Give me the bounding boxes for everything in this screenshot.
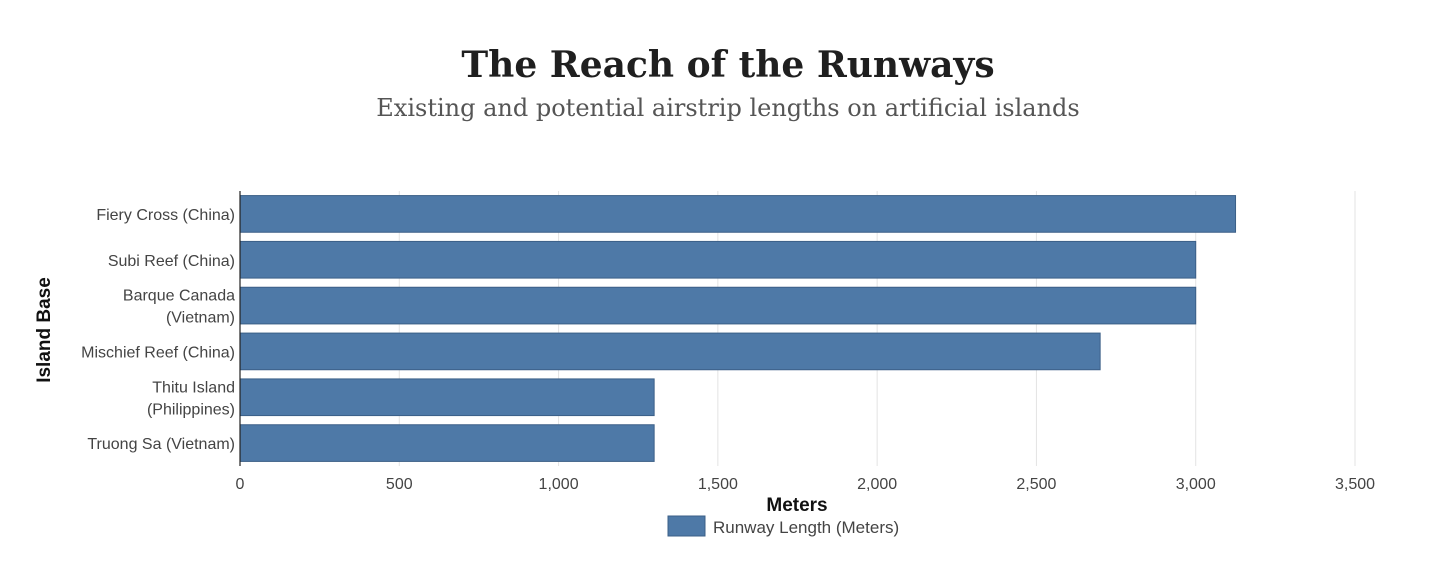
x-tick-label: 2,500 [1016, 476, 1056, 493]
y-tick-label: Thitu Island [152, 379, 235, 396]
x-tick-label: 3,000 [1176, 476, 1216, 493]
y-tick-label: Mischief Reef (China) [81, 344, 235, 361]
legend-swatch [667, 515, 706, 537]
x-axis-title: Meters [766, 495, 827, 516]
y-tick-label: Fiery Cross (China) [96, 207, 235, 224]
labels: 0 500 1,000 1,500 2,000 2,500 3,000 3,500 Fiery … [81, 207, 1375, 493]
chart-subtitle: Existing and potential airstrip lengths … [376, 94, 1080, 122]
bars [239, 195, 1237, 462]
chart-title: The Reach of the Runways [461, 44, 995, 86]
x-tick-label: 2,000 [857, 476, 897, 493]
y-tick-label: (Vietnam) [166, 310, 235, 327]
gridlines [398, 191, 1356, 466]
bar [239, 240, 1197, 279]
y-tick-label: (Philippines) [147, 401, 235, 418]
x-tick-label: 1,500 [698, 476, 738, 493]
legend-label: Runway Length (Meters) [713, 518, 899, 537]
x-tick-label: 500 [386, 476, 413, 493]
bar [239, 378, 655, 417]
y-axis-title: Island Base [34, 277, 55, 383]
legend: Runway Length (Meters) [667, 515, 899, 537]
x-tick-label: 1,000 [539, 476, 579, 493]
y-tick-label: Subi Reef (China) [108, 253, 235, 270]
x-tick-label: 0 [236, 476, 245, 493]
bar [239, 332, 1101, 371]
bar [239, 195, 1237, 233]
x-tick-label: 3,500 [1335, 476, 1375, 493]
y-tick-label: Truong Sa (Vietnam) [87, 436, 235, 453]
y-tick-label: Barque Canada [123, 288, 235, 305]
bar [239, 286, 1197, 325]
bar [239, 424, 655, 462]
